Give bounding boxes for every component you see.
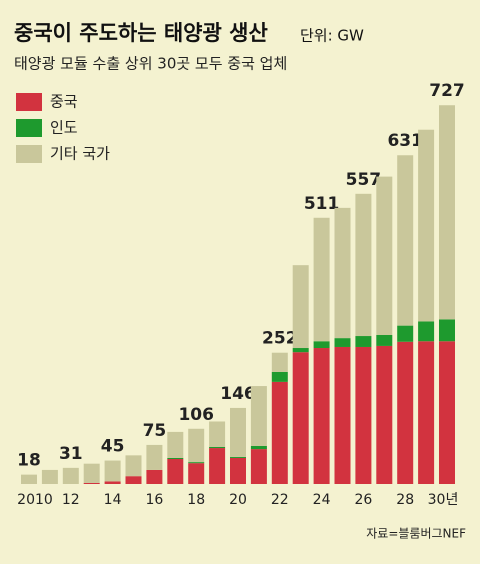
bar-segment [188,428,205,463]
bar-segment [188,462,205,464]
bar-segment [439,105,455,320]
bar-segment [376,345,393,484]
bar-segment [230,407,246,457]
legend-swatch [16,145,42,163]
bar-segment [376,176,393,335]
bar-segment [167,457,184,459]
legend-label: 인도 [50,119,78,137]
bar-segment [104,481,121,484]
bar-segment [209,448,226,484]
bar-segment [292,352,309,484]
bar-segment [418,341,435,484]
bar-segment [230,457,246,484]
x-tick-label: 2010 [17,492,53,508]
total-label: 146 [220,384,256,404]
x-tick-label: 16 [145,492,163,508]
bar-segment [167,458,184,484]
bar-segment [167,431,184,458]
total-label: 557 [346,170,382,190]
bar-segment [271,352,288,372]
source: 자료=블룸버그NEF [366,527,466,541]
bar-segment [209,421,226,448]
x-tick-label: 18 [187,492,205,508]
bar-segment [125,476,142,484]
x-tick-label: 20 [229,492,247,508]
bar-segment [334,338,351,347]
bar-segment [313,348,330,484]
total-label: 75 [143,421,167,441]
legend-label: 기타 국가 [50,145,110,163]
bar-segment [41,469,58,484]
subtitle: 태양광 모듈 수출 상위 30곳 모두 중국 업체 [14,55,287,73]
bar-segment [376,334,393,346]
bar-segment [313,341,330,349]
total-label: 631 [387,131,423,151]
bar-segment [439,341,455,484]
bar-segment [355,193,372,337]
bar-segment [439,319,455,342]
bar-segment [21,474,37,484]
bar-segment [334,207,351,339]
bar-segment [271,371,288,382]
x-tick-label: 14 [104,492,122,508]
legend-swatch [16,93,42,111]
bar-segment [104,460,121,482]
bar-segment [334,346,351,484]
bar-segment [397,325,414,342]
x-tick-label: 22 [271,492,289,508]
chart-title: 중국이 주도하는 태양광 생산 [14,21,268,45]
bar-segment [83,482,100,484]
total-label: 31 [59,444,83,464]
x-tick-label: 12 [62,492,80,508]
legend-label: 중국 [50,93,78,111]
total-label: 18 [17,451,41,471]
bar-segment [292,348,309,353]
total-label: 106 [178,405,214,425]
unit-label: 단위: GW [300,27,364,45]
bar-segment [146,444,163,470]
bar-segment [355,346,372,484]
bar-segment [230,456,246,458]
bar-segment [250,386,267,446]
x-tick-label: 28 [396,492,414,508]
total-label: 45 [101,437,125,457]
bar-segment [250,445,267,450]
bar-segment [418,129,435,322]
x-tick-label: 24 [313,492,331,508]
bar-segment [355,336,372,347]
bar-segment [209,447,226,449]
bar-segment [146,469,163,484]
bar-segment [83,463,100,483]
bar-segment [62,467,79,484]
bar-segment [250,449,267,484]
bar-segment [313,217,330,342]
total-label: 252 [262,329,298,349]
bar-segment [397,155,414,326]
bar-segment [188,463,205,484]
bar-segment [418,321,435,342]
x-tick-label: 26 [354,492,372,508]
bar-segment [397,341,414,484]
legend-swatch [16,119,42,137]
x-tick-label: 30년 [428,492,459,508]
bar-segment [125,455,142,477]
bar-segment [271,381,288,484]
total-label: 727 [429,81,465,101]
bar-segment [292,265,309,349]
total-label: 511 [304,194,340,214]
